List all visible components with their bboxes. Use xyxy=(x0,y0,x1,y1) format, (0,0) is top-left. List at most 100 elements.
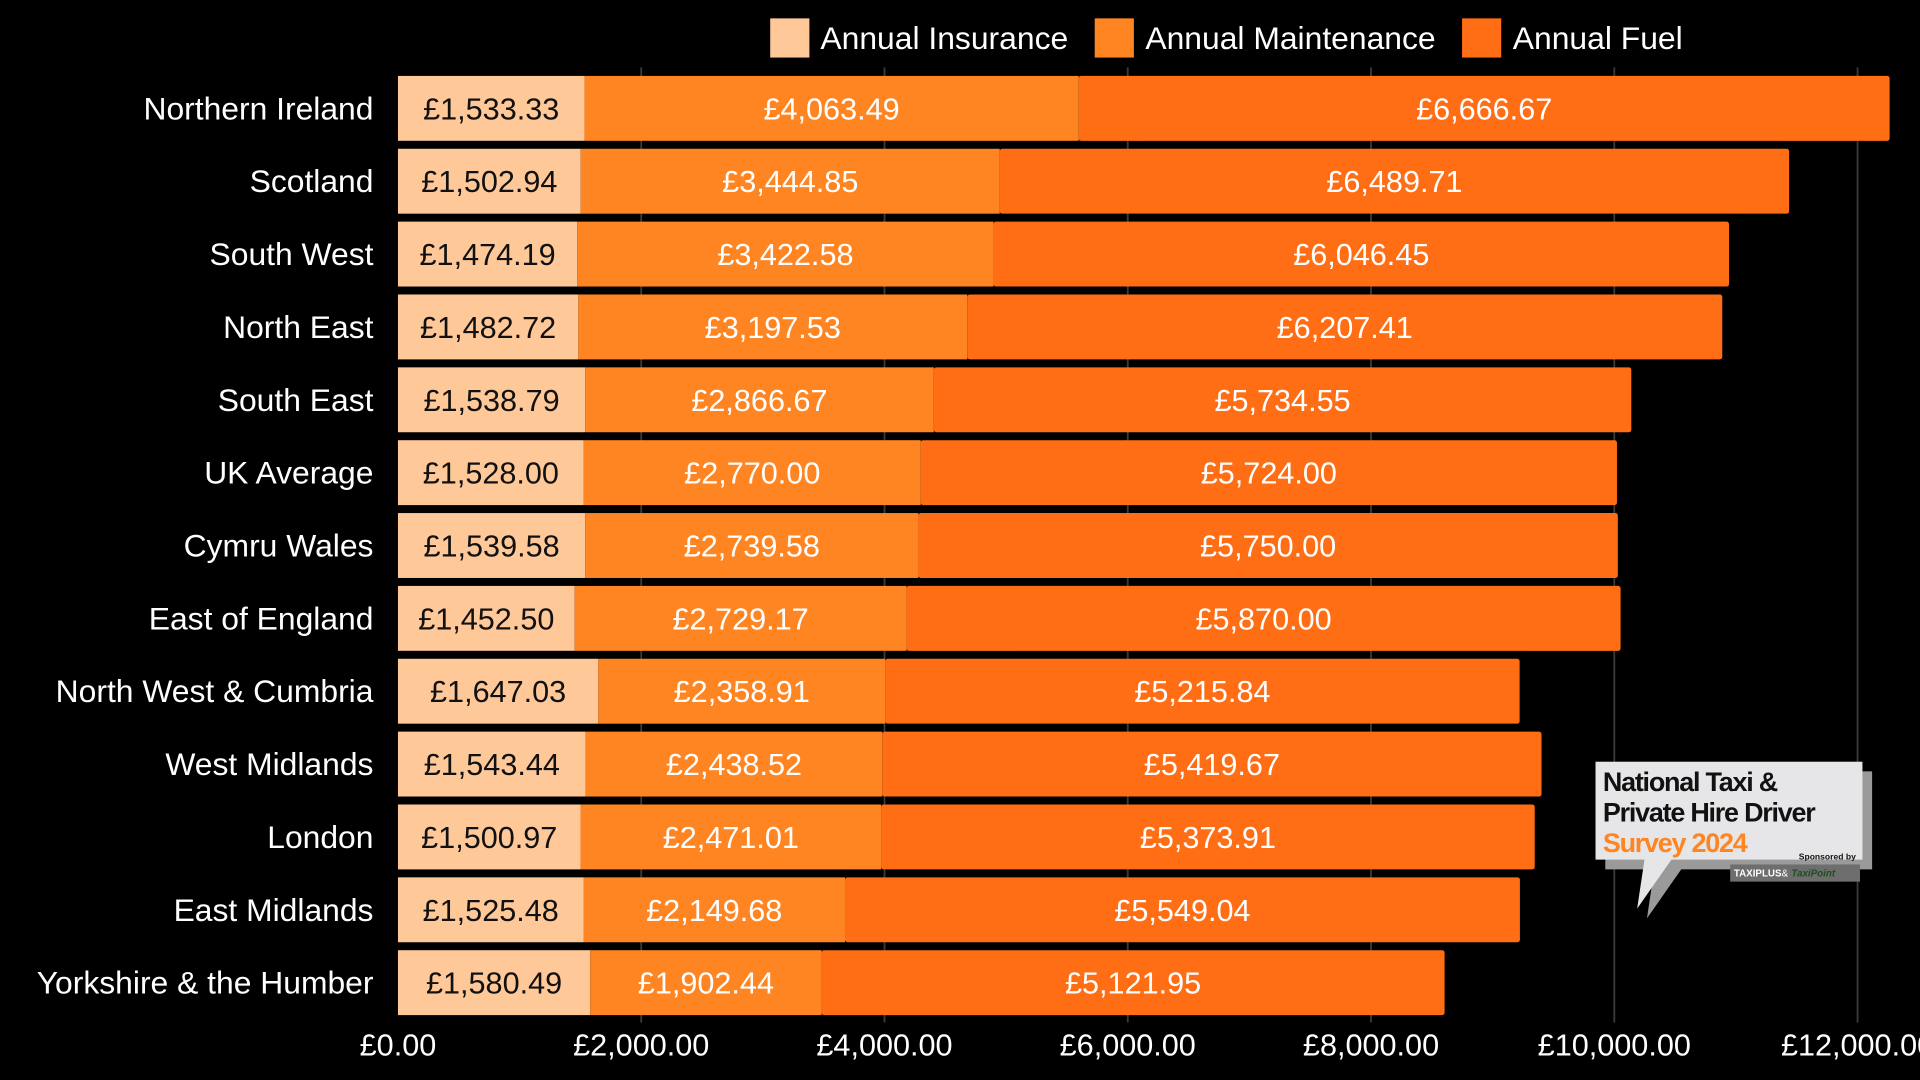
data-label: £1,539.58 xyxy=(423,530,559,564)
category-label: North East xyxy=(223,309,374,345)
data-label: £6,207.41 xyxy=(1277,311,1413,345)
bar-segment xyxy=(397,585,575,651)
data-label: £2,358.91 xyxy=(674,675,810,709)
data-label: £3,444.85 xyxy=(722,165,858,199)
bar-segment xyxy=(933,367,1632,433)
legend-swatch-maintenance xyxy=(1095,18,1135,58)
logo-line3: Survey 2024 xyxy=(1603,828,1748,858)
data-label: £5,870.00 xyxy=(1195,602,1331,636)
x-tick-label: £6,000.00 xyxy=(1060,1029,1196,1063)
bar-segment xyxy=(590,950,822,1016)
data-label: £6,489.71 xyxy=(1326,165,1462,199)
bar-segment xyxy=(397,75,585,141)
legend-label: Annual Fuel xyxy=(1512,18,1683,56)
data-label: £2,438.52 xyxy=(666,748,802,782)
data-label: £2,149.68 xyxy=(646,894,782,928)
data-label: £1,502.94 xyxy=(421,165,557,199)
x-tick-label: £12,000.00 xyxy=(1781,1029,1920,1063)
bar-segment xyxy=(397,148,581,214)
data-label: £5,549.04 xyxy=(1114,894,1250,928)
bar-segment xyxy=(397,367,586,433)
data-label: £5,734.55 xyxy=(1214,384,1350,418)
data-label: £1,500.97 xyxy=(421,821,557,855)
legend-item-maintenance: Annual Maintenance xyxy=(1095,18,1436,58)
data-label: £1,543.44 xyxy=(424,748,560,782)
legend: Annual Insurance Annual Maintenance Annu… xyxy=(770,18,1709,58)
x-tick-label: £2,000.00 xyxy=(573,1029,709,1063)
x-tick-label: £8,000.00 xyxy=(1303,1029,1439,1063)
bar-segment xyxy=(580,148,1000,214)
data-label: £4,063.49 xyxy=(763,92,899,126)
legend-item-fuel: Annual Fuel xyxy=(1462,18,1683,58)
bar-segment xyxy=(397,877,584,943)
data-label: £1,647.03 xyxy=(430,675,566,709)
data-label: £2,739.58 xyxy=(684,530,820,564)
bar-segment xyxy=(397,221,578,287)
bar-segment xyxy=(999,148,1790,214)
category-label: Northern Ireland xyxy=(143,90,373,126)
data-label: £6,046.45 xyxy=(1293,238,1429,272)
bar-segment xyxy=(583,440,921,506)
data-label: £6,666.67 xyxy=(1416,92,1552,126)
data-label: £5,724.00 xyxy=(1201,457,1337,491)
category-label: East Midlands xyxy=(174,892,374,928)
data-label: £2,729.17 xyxy=(673,602,809,636)
x-tick-label: £10,000.00 xyxy=(1538,1029,1691,1063)
logo-sponsor2: TaxiPoint xyxy=(1791,869,1835,880)
bar-segment xyxy=(844,877,1520,943)
legend-label: Annual Maintenance xyxy=(1145,18,1436,56)
survey-logo: National Taxi & Private Hire Driver Surv… xyxy=(1595,761,1873,919)
data-label: £2,866.67 xyxy=(691,384,827,418)
category-label: West Midlands xyxy=(165,746,373,782)
bar-segment xyxy=(1078,75,1890,141)
category-label: London xyxy=(267,819,373,855)
bar-segment xyxy=(906,585,1621,651)
bar-segment xyxy=(918,513,1618,578)
bar-segment xyxy=(882,731,1542,797)
data-label: £5,373.91 xyxy=(1140,821,1276,855)
data-label: £1,525.48 xyxy=(423,894,559,928)
data-label: £1,580.49 xyxy=(426,967,562,1001)
category-label: Scotland xyxy=(250,163,374,199)
bar-segment xyxy=(397,294,579,360)
bar-segment xyxy=(598,658,886,724)
bar-segment xyxy=(397,804,581,870)
bar-segment xyxy=(397,731,586,797)
data-label: £5,419.67 xyxy=(1144,748,1280,782)
data-label: £3,197.53 xyxy=(705,311,841,345)
bar-segment xyxy=(577,221,994,287)
x-tick-label: £4,000.00 xyxy=(816,1029,952,1063)
bar-segment xyxy=(397,950,591,1016)
data-label: £2,770.00 xyxy=(684,457,820,491)
bar-segment xyxy=(578,294,968,360)
data-label: £1,538.79 xyxy=(423,384,559,418)
bar-segment xyxy=(881,804,1535,870)
bar-segment xyxy=(584,75,1079,141)
category-label: North West & Cumbria xyxy=(56,673,374,709)
bar-segment xyxy=(397,658,599,724)
data-label: £1,902.44 xyxy=(638,967,774,1001)
bar-segment xyxy=(574,585,907,651)
bar-segment xyxy=(580,804,882,870)
bar-segment xyxy=(885,658,1520,724)
logo-line2: Private Hire Driver xyxy=(1603,798,1816,828)
category-label: South West xyxy=(210,236,374,272)
bar-segment xyxy=(920,440,1617,506)
logo-line1: National Taxi & xyxy=(1603,767,1778,797)
category-label: South East xyxy=(218,382,374,418)
x-tick-label: £0.00 xyxy=(360,1029,437,1063)
data-label: £5,215.84 xyxy=(1134,675,1270,709)
bar-segment xyxy=(397,513,586,578)
data-label: £1,452.50 xyxy=(418,602,554,636)
bar-segment xyxy=(967,294,1723,360)
data-label: £5,121.95 xyxy=(1065,967,1201,1001)
data-label: £2,471.01 xyxy=(663,821,799,855)
data-label: £3,422.58 xyxy=(717,238,853,272)
bar-segment xyxy=(397,440,584,506)
bar-segment xyxy=(821,950,1445,1016)
category-label: UK Average xyxy=(204,455,373,491)
category-label: East of England xyxy=(149,600,374,636)
logo-sponsor1: TAXIPLUS xyxy=(1734,869,1782,880)
